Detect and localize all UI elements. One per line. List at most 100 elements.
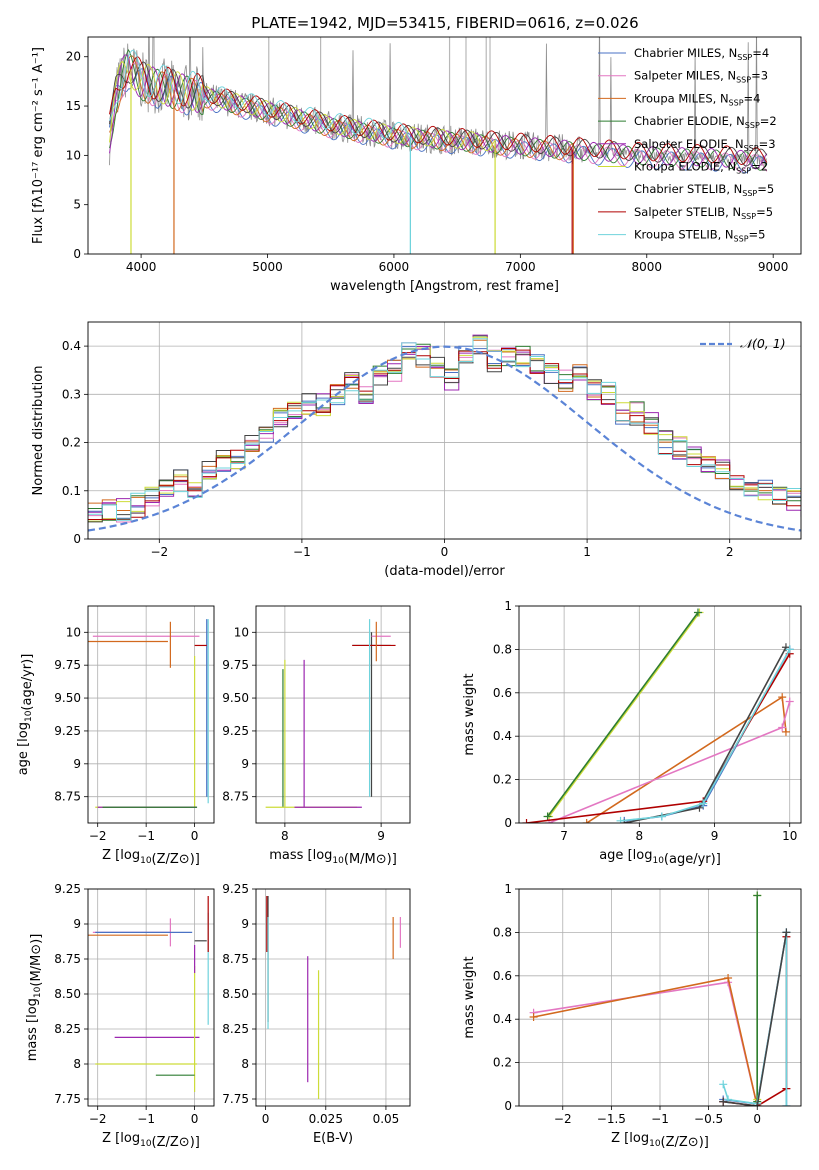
x-tick-label: 5000 (252, 260, 283, 274)
y-tick-label: 0 (504, 1099, 512, 1113)
residual-histogram-step (88, 335, 801, 521)
x-tick-label: 0.05 (373, 1112, 400, 1126)
y-tick-label: 1 (504, 882, 512, 896)
y-tick-label: 0.8 (493, 642, 512, 656)
x-axis-label: wavelength [Angstrom, rest frame] (330, 279, 559, 294)
plus-marker (753, 1102, 762, 1106)
axis-label-part: 10 (140, 1139, 152, 1149)
x-tick-label: 0 (191, 1112, 199, 1126)
legend-count: =5 (757, 182, 774, 196)
y-tick-label: 0.1 (62, 484, 81, 498)
x-axis-label: age [log10(age/yr)] (599, 848, 721, 867)
y-tick-label: 8 (241, 1057, 249, 1071)
legend-count: =4 (744, 91, 761, 105)
y-tick-label: 8.75 (222, 952, 249, 966)
axes-frame (518, 605, 802, 824)
plus-marker (582, 819, 591, 823)
legend-sub: SSP (745, 121, 760, 130)
chart-title: PLATE=1942, MJD=53415, FIBERID=0616, z=0… (251, 14, 638, 32)
mass-weight-line (546, 612, 699, 817)
axes-frame (518, 888, 802, 1107)
mass-weight-line (620, 649, 791, 822)
chart-6: 0 0.025 0.05 7.75 8 8.25 8.50 8.75 9 9.25 E(B-V) (222, 882, 411, 1146)
axis-label-part: E(B-V) (313, 1131, 353, 1146)
y-tick-label: 8.75 (54, 952, 81, 966)
legend-sub: SSP (736, 167, 751, 176)
y-tick-label: 7.75 (54, 1092, 81, 1106)
axis-label-part: 10 (652, 856, 664, 866)
legend-count: =5 (756, 205, 773, 219)
residual-histogram-step (88, 338, 801, 521)
legend-text: Kroupa ELODIE, N (634, 160, 736, 174)
y-tick-label: 5 (73, 198, 81, 212)
y-tick-label: 9.50 (54, 691, 81, 705)
y-tick-label: 9.75 (54, 658, 81, 672)
x-tick-label: 0 (753, 1112, 761, 1126)
axis-label-part: Z [ (611, 1131, 629, 1146)
axis-label-part: mass [ (25, 1018, 40, 1061)
plus-marker (785, 645, 794, 654)
axis-label-part: mass weight (462, 956, 477, 1038)
plus-marker (657, 812, 666, 821)
legend-text: Chabrier MILES, N (634, 46, 737, 60)
legend-entry: 𝒩(0, 1) (740, 336, 786, 351)
plus-marker (616, 816, 625, 823)
x-tick-label: −2 (89, 1112, 107, 1126)
x-tick-label: 8000 (631, 260, 662, 274)
axis-label-part: mass weight (462, 673, 477, 755)
y-tick-label: 9 (73, 757, 81, 771)
x-tick-label: 7000 (505, 260, 536, 274)
x-axis-label: Z [log10(Z/Z⊙)] (102, 1131, 200, 1150)
y-tick-label: 8.25 (222, 1022, 249, 1036)
y-tick-label: 0.8 (493, 925, 512, 939)
legend-entry: Salpeter MILES, NSSP=3 (634, 69, 768, 85)
plus-marker (782, 928, 791, 937)
axis-label-part: 10 (33, 986, 43, 998)
plus-marker (778, 693, 787, 702)
x-tick-label: 10 (782, 829, 797, 843)
x-tick-label: −1 (651, 1112, 669, 1126)
y-tick-label: 10 (234, 625, 249, 639)
axes-frame (87, 36, 802, 255)
chart-1: −2 −1 0 1 2 0 0.1 0.2 0.3 0.4 (data-model)/error No… (31, 321, 802, 579)
y-tick-label: 9.25 (54, 724, 81, 738)
legend-sub: SSP (734, 235, 749, 244)
x-tick-label: 6000 (379, 260, 410, 274)
y-tick-label: 0 (73, 532, 81, 546)
y-tick-label: 9 (241, 757, 249, 771)
y-tick-label: 0.6 (493, 686, 512, 700)
legend-sub: SSP (737, 53, 752, 62)
axis-label-part: (Z/Z⊙)] (661, 1135, 709, 1150)
legend-entry: Chabrier STELIB, NSSP=5 (634, 182, 774, 198)
legend-entry: Kroupa ELODIE, NSSP=2 (634, 160, 768, 176)
legend-text: Salpeter MILES, N (634, 69, 736, 83)
residual-histogram-step (88, 334, 801, 517)
plus-marker (522, 819, 531, 823)
normal-curve (88, 345, 801, 532)
y-tick-label: 9.25 (54, 882, 81, 896)
plot-area (109, 37, 768, 254)
axis-label-part: (Z/Z⊙)] (152, 852, 200, 867)
plot-area (266, 896, 401, 1099)
axis-label-part: age [ (16, 742, 31, 775)
x-axis-label: mass [log10(M/M⊙)] (269, 848, 397, 867)
y-tick-label: 9.75 (222, 658, 249, 672)
x-tick-label: 0.025 (309, 1112, 343, 1126)
axis-label-part: (M/M⊙)] (344, 852, 397, 867)
legend-entry: Salpeter STELIB, NSSP=5 (634, 205, 773, 221)
y-tick-label: 0 (504, 816, 512, 830)
plus-marker (753, 891, 762, 900)
y-tick-label: 7.75 (222, 1092, 249, 1106)
y-tick-label: 0.2 (493, 773, 512, 787)
plot-area (529, 891, 791, 1106)
y-tick-label: 0 (73, 247, 81, 261)
model-spectrum-line (109, 49, 768, 171)
y-tick-label: 8.50 (222, 987, 249, 1001)
residual-histogram-step (88, 339, 801, 511)
axis-label-part: 10 (24, 710, 34, 722)
x-tick-label: 1 (583, 545, 591, 559)
